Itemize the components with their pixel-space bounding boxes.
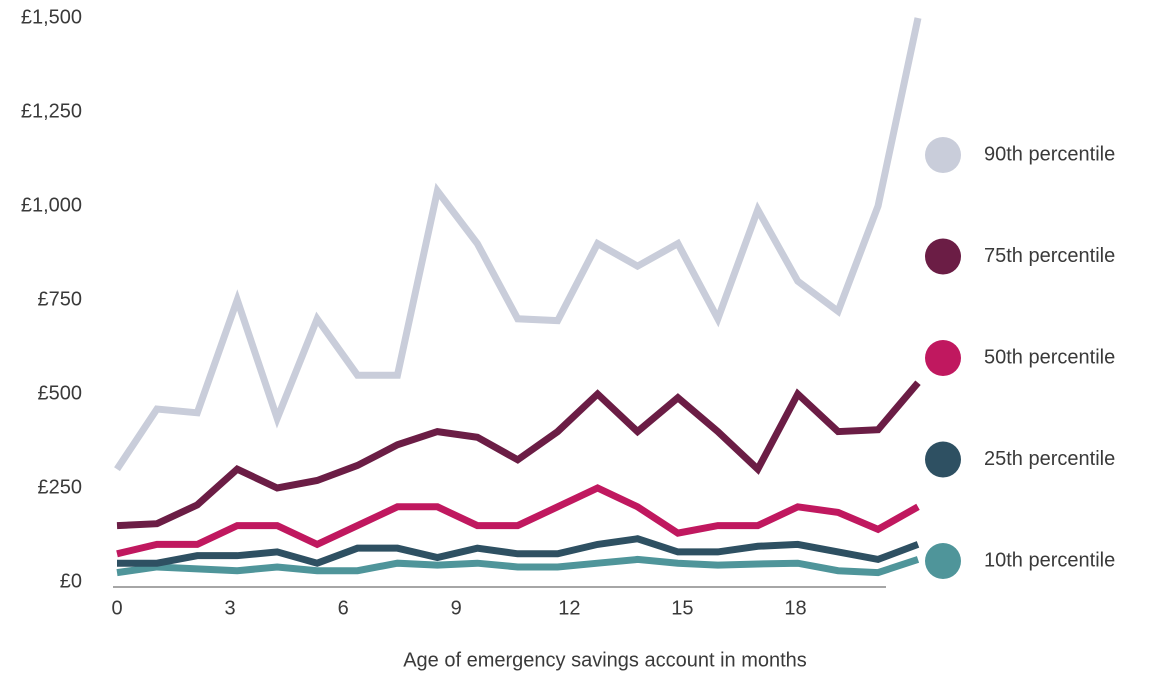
x-axis-label: Age of emergency savings account in mont… [403,649,807,671]
series-line [116,380,921,530]
legend-swatch [925,441,961,478]
y-tick-label: £1,000 [21,194,82,216]
x-tick-label: 12 [558,597,580,619]
x-tick-label: 6 [338,597,349,619]
series-line [116,484,920,558]
y-tick-label: £250 [38,476,83,498]
legend-swatch [925,543,961,579]
y-tick-label: £750 [38,288,83,310]
legend-label: 75th percentile [984,245,1115,267]
series-line [117,535,920,567]
legend-label: 90th percentile [984,143,1115,165]
legend-swatch [925,340,961,376]
legend-label: 10th percentile [984,549,1115,571]
y-tick-label: £0 [60,570,82,592]
x-tick-label: 0 [111,597,122,619]
series-line [114,17,922,472]
x-tick-label: 3 [225,597,236,619]
y-tick-label: £1,250 [21,100,82,122]
x-tick-label: 15 [671,597,693,619]
y-tick-label: £1,500 [21,6,82,28]
legend-label: 50th percentile [984,346,1115,368]
y-tick-label: £500 [38,382,83,404]
legend-swatch [925,238,961,275]
x-tick-label: 9 [451,597,462,619]
series-line [116,555,920,577]
legend-swatch [925,137,961,173]
legend-label: 25th percentile [984,448,1115,470]
x-tick-label: 18 [784,597,806,619]
